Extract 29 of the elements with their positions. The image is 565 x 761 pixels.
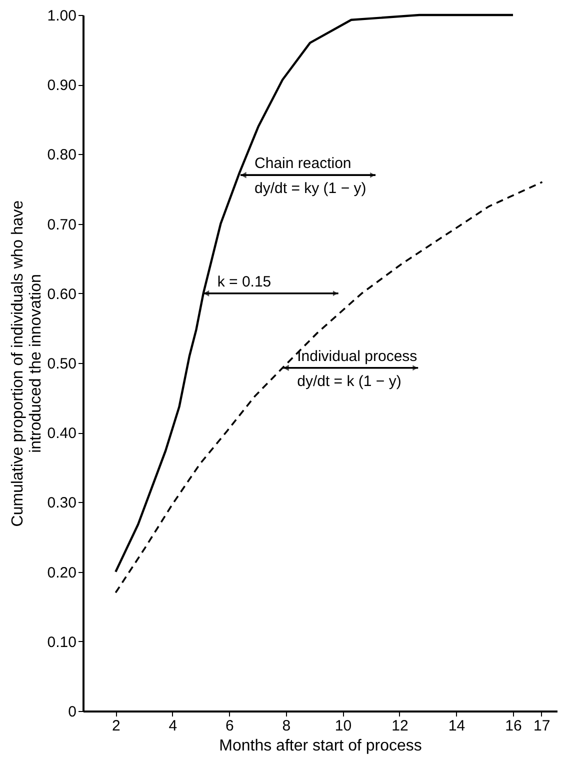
x-tick-label: 6	[226, 718, 234, 734]
line-series	[114, 181, 544, 594]
y-tick-label: 0.20	[47, 564, 76, 582]
y-tick-label: 0.40	[47, 425, 76, 442]
annotation: Individual process	[297, 348, 418, 365]
y-tick-label: 1.00	[47, 8, 76, 24]
y-tick-label: 0.60	[47, 286, 76, 303]
x-tick-label: 4	[168, 718, 178, 734]
y-tick-label: 0.80	[47, 146, 76, 164]
x-tick-label: 17	[534, 718, 550, 734]
y-tick-label: 0.50	[47, 356, 76, 372]
y-tick-label: 0.10	[47, 634, 76, 651]
x-tick-label: 10	[334, 718, 352, 734]
y-tick-label: 0.70	[47, 216, 76, 234]
x-tick-label: 16	[505, 718, 522, 734]
y-axis-title: Cumulative proportion of individuals who have introduced the innovation	[9, 200, 44, 527]
x-tick-label: 14	[448, 718, 466, 734]
y-tick-label: 0	[68, 704, 76, 720]
annotation: dy/dt = k (1 − y)	[297, 372, 402, 390]
annotation: Chain reaction	[254, 155, 352, 172]
x-axis-title: Months after start of process	[219, 738, 422, 754]
annotation: dy/dt = ky (1 − y)	[254, 180, 366, 198]
y-tick-label: 0.30	[47, 494, 76, 512]
line-series	[114, 14, 514, 573]
x-tick-label: 12	[392, 718, 408, 734]
x-tick-label: 8	[282, 718, 291, 734]
y-tick-label: 0.90	[47, 77, 76, 94]
annotation: k = 0.15	[217, 273, 272, 290]
x-tick-label: 2	[112, 718, 120, 734]
